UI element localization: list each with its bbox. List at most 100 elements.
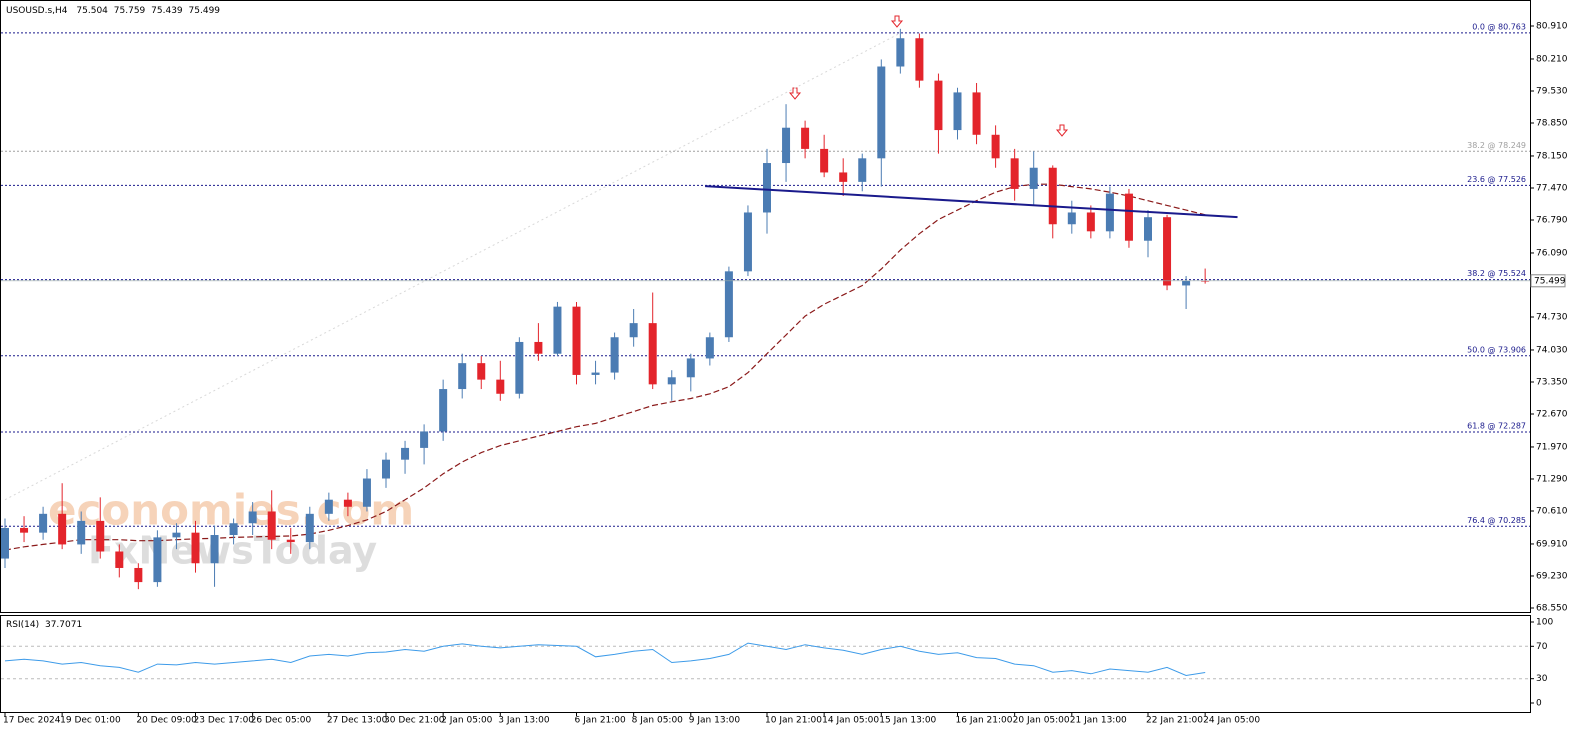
- y-tick-label: 74.730: [1536, 313, 1568, 323]
- candle-body: [553, 306, 562, 354]
- candle-body: [1029, 167, 1038, 189]
- arrow-marker: [788, 87, 802, 100]
- x-tick-label: 30 Dec 21:00: [384, 716, 445, 726]
- y-tick-label: 70.610: [1536, 507, 1568, 517]
- x-tick-label: 15 Jan 13:00: [879, 716, 936, 726]
- candle-body: [20, 527, 29, 533]
- candle-body: [858, 158, 867, 182]
- fib-label: 23.6 @ 77.526: [1467, 175, 1526, 184]
- candle-body: [324, 499, 333, 514]
- y-tick-label: 80.210: [1536, 54, 1568, 64]
- y-tick-label: 73.350: [1536, 377, 1568, 387]
- moving-average: [4, 183, 1206, 551]
- x-tick-label: 27 Dec 13:00: [327, 716, 388, 726]
- y-tick-label: 69.230: [1536, 571, 1568, 581]
- x-tick-label: 20 Dec 09:00: [136, 716, 197, 726]
- candle-body: [439, 389, 448, 432]
- candle-body: [382, 459, 390, 479]
- y-tick-label: 79.530: [1536, 86, 1568, 96]
- candle-body: [1182, 280, 1191, 286]
- candle-body: [248, 511, 257, 524]
- candle-body: [1067, 212, 1076, 225]
- candle-body: [534, 341, 543, 354]
- x-tick-label: 19 Dec 01:00: [60, 716, 121, 726]
- candle-body: [610, 337, 619, 373]
- x-tick-label: 3 Jan 13:00: [498, 716, 550, 726]
- fib-label: 50.0 @ 73.906: [1467, 345, 1526, 354]
- x-tick-label: 2 Jan 05:00: [441, 716, 493, 726]
- candle-body: [58, 513, 67, 545]
- candle-body: [1010, 158, 1019, 189]
- rsi-line: [4, 642, 1206, 677]
- candle-body: [172, 532, 181, 538]
- rsi-tick-label: 0: [1536, 699, 1542, 709]
- candle-body: [991, 134, 1000, 159]
- candle-body: [496, 379, 505, 394]
- rsi-name: RSI(14): [6, 620, 39, 630]
- x-tick-label: 22 Jan 21:00: [1146, 716, 1203, 726]
- candle-body: [667, 377, 676, 385]
- y-tick-label: 77.470: [1536, 183, 1568, 193]
- candle-body: [286, 539, 295, 543]
- x-tick-label: 23 Dec 17:00: [194, 716, 255, 726]
- candle-body: [743, 212, 752, 272]
- candle-body: [724, 271, 733, 338]
- candle-body: [39, 513, 48, 533]
- candle-body: [420, 431, 429, 448]
- x-tick-label: 20 Jan 05:00: [1013, 716, 1070, 726]
- y-tick-label: 76.790: [1536, 216, 1568, 226]
- open-value: 75.504: [76, 6, 108, 16]
- y-tick-label: 78.850: [1536, 119, 1568, 129]
- arrows: [788, 15, 1069, 137]
- close-value: 75.499: [189, 6, 221, 16]
- candle-body: [477, 363, 486, 380]
- low-value: 75.439: [151, 6, 183, 16]
- y-tick-label: 80.910: [1536, 22, 1568, 32]
- x-tick-label: 16 Jan 21:00: [956, 716, 1013, 726]
- candle-body: [401, 447, 410, 460]
- candle-body: [572, 306, 581, 375]
- candle-body: [96, 520, 105, 552]
- trendline: [705, 185, 1238, 219]
- candle-body: [934, 80, 943, 131]
- candle-body: [1086, 212, 1095, 232]
- candle-body: [191, 532, 200, 564]
- candle-body: [896, 38, 905, 67]
- candle-body: [515, 341, 524, 394]
- x-tick-label: 14 Jan 05:00: [822, 716, 879, 726]
- price-panel: [0, 0, 1531, 613]
- candle-body: [229, 523, 238, 536]
- rsi-value: 37.7071: [45, 620, 82, 630]
- y-tick-label: 71.290: [1536, 474, 1568, 484]
- chart-title: USOUSD.s,H4 75.504 75.759 75.439 75.499: [6, 6, 220, 16]
- candle-body: [705, 337, 714, 359]
- rsi-tick-label: 30: [1536, 674, 1548, 684]
- candle-body: [267, 511, 276, 540]
- fib-label: 76.4 @ 70.285: [1467, 516, 1526, 525]
- candle-body: [801, 127, 810, 149]
- y-tick-label: 76.090: [1536, 248, 1568, 258]
- x-tick-label: 17 Dec 2024: [3, 716, 61, 726]
- x-tick-label: 6 Jan 21:00: [575, 716, 627, 726]
- candle-body: [210, 535, 219, 564]
- candle-body: [134, 567, 143, 583]
- y-tick-label: 69.910: [1536, 539, 1568, 549]
- candle-body: [1124, 193, 1133, 241]
- x-tick-label: 8 Jan 05:00: [632, 716, 684, 726]
- candle-body: [115, 551, 124, 568]
- candle-body: [1, 527, 9, 559]
- x-tick-label: 24 Jan 05:00: [1203, 716, 1260, 726]
- fib-anchor-line: [4, 32, 901, 501]
- symbol: USOUSD.s,H4: [6, 6, 68, 16]
- candle-body: [648, 323, 657, 385]
- x-tick-label: 10 Jan 21:00: [765, 716, 822, 726]
- candle-body: [343, 499, 352, 507]
- candle-body: [77, 520, 86, 545]
- candle-body: [915, 38, 924, 81]
- price-label: 75.499: [1534, 276, 1566, 286]
- arrow-marker: [1055, 124, 1069, 137]
- y-tick-label: 78.150: [1536, 151, 1568, 161]
- rsi-title: RSI(14) 37.7071: [6, 620, 82, 630]
- candle-body: [1105, 193, 1114, 232]
